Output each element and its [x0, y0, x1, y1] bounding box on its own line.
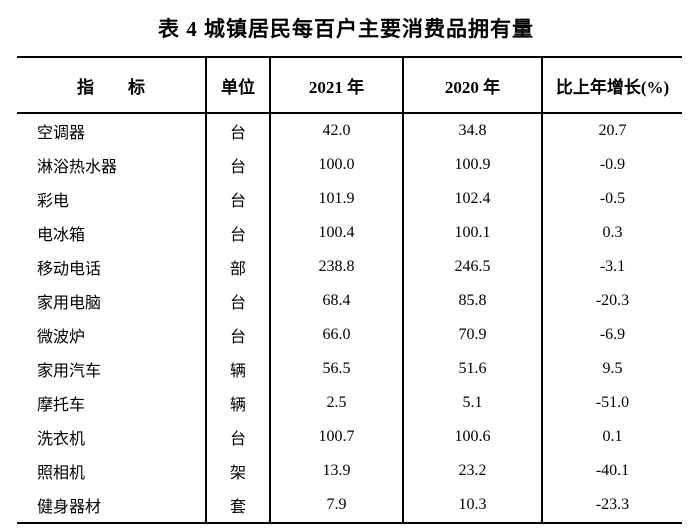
header-indicator: 指 标 — [17, 57, 206, 114]
indicator-cell: 照相机 — [37, 465, 86, 482]
value-2021-cell: 238.8 — [269, 250, 403, 284]
value-2020-cell: 85.8 — [402, 284, 542, 318]
unit-cell: 辆 — [205, 386, 270, 420]
value-2021-cell: 2.5 — [269, 386, 403, 420]
value-2021-cell: 100.4 — [269, 216, 403, 250]
table-row: 移动电话 部 238.8 246.5 -3.1 — [17, 250, 682, 284]
value-2020-cell: 23.2 — [402, 454, 542, 488]
unit-cell: 部 — [205, 250, 270, 284]
table-row: 摩托车 辆 2.5 5.1 -51.0 — [17, 386, 682, 420]
unit-cell: 台 — [205, 148, 270, 182]
indicator-cell: 电冰箱 — [37, 227, 86, 244]
growth-cell: -40.1 — [541, 454, 682, 488]
growth-cell: 0.3 — [541, 216, 682, 250]
indicator-cell: 微波炉 — [37, 329, 86, 346]
indicator-cell: 移动电话 — [37, 261, 102, 278]
table-row: 电冰箱 台 100.4 100.1 0.3 — [17, 216, 682, 250]
indicator-cell: 家用汽车 — [37, 363, 102, 380]
growth-cell: 0.1 — [541, 420, 682, 454]
value-2021-cell: 100.0 — [269, 148, 403, 182]
value-2021-cell: 56.5 — [269, 352, 403, 386]
consumer-goods-table: 指 标 单位 2021 年 2020 年 比上年增长(%) 空调器 台 42.0… — [17, 56, 682, 524]
unit-cell: 台 — [205, 182, 270, 216]
unit-cell: 套 — [205, 488, 270, 523]
value-2020-cell: 10.3 — [402, 488, 542, 523]
growth-cell: -0.9 — [541, 148, 682, 182]
value-2020-cell: 100.6 — [402, 420, 542, 454]
indicator-cell: 淋浴热水器 — [37, 159, 118, 176]
header-2021: 2021 年 — [269, 57, 403, 114]
growth-cell: 9.5 — [541, 352, 682, 386]
value-2021-cell: 66.0 — [269, 318, 403, 352]
table-row: 照相机 架 13.9 23.2 -40.1 — [17, 454, 682, 488]
indicator-cell: 彩电 — [37, 193, 70, 210]
value-2021-cell: 42.0 — [269, 113, 403, 148]
table-row: 空调器 台 42.0 34.8 20.7 — [17, 113, 682, 148]
table-row: 洗衣机 台 100.7 100.6 0.1 — [17, 420, 682, 454]
unit-cell: 台 — [205, 420, 270, 454]
table-row: 家用汽车 辆 56.5 51.6 9.5 — [17, 352, 682, 386]
indicator-cell: 洗衣机 — [37, 431, 86, 448]
table-title: 表 4 城镇居民每百户主要消费品拥有量 — [158, 17, 534, 41]
unit-cell: 台 — [205, 216, 270, 250]
value-2020-cell: 34.8 — [402, 113, 542, 148]
growth-cell: -3.1 — [541, 250, 682, 284]
indicator-cell: 健身器材 — [37, 499, 102, 516]
value-2020-cell: 5.1 — [402, 386, 542, 420]
value-2020-cell: 70.9 — [402, 318, 542, 352]
indicator-cell: 空调器 — [37, 125, 86, 142]
value-2020-cell: 100.9 — [402, 148, 542, 182]
growth-cell: 20.7 — [541, 113, 682, 148]
indicator-cell: 家用电脑 — [37, 295, 102, 312]
value-2021-cell: 13.9 — [269, 454, 403, 488]
unit-cell: 台 — [205, 318, 270, 352]
table-row: 淋浴热水器 台 100.0 100.9 -0.9 — [17, 148, 682, 182]
value-2021-cell: 101.9 — [269, 182, 403, 216]
unit-cell: 台 — [205, 113, 270, 148]
value-2020-cell: 246.5 — [402, 250, 542, 284]
header-row: 指 标 单位 2021 年 2020 年 比上年增长(%) — [17, 57, 682, 114]
indicator-cell: 摩托车 — [37, 397, 86, 414]
value-2021-cell: 68.4 — [269, 284, 403, 318]
unit-cell: 辆 — [205, 352, 270, 386]
unit-cell: 台 — [205, 284, 270, 318]
table-row: 彩电 台 101.9 102.4 -0.5 — [17, 182, 682, 216]
growth-cell: -51.0 — [541, 386, 682, 420]
growth-cell: -20.3 — [541, 284, 682, 318]
growth-cell: -0.5 — [541, 182, 682, 216]
table-row: 家用电脑 台 68.4 85.8 -20.3 — [17, 284, 682, 318]
value-2021-cell: 7.9 — [269, 488, 403, 523]
table-row: 健身器材 套 7.9 10.3 -23.3 — [17, 488, 682, 523]
growth-cell: -6.9 — [541, 318, 682, 352]
header-2020: 2020 年 — [402, 57, 542, 114]
table-row: 微波炉 台 66.0 70.9 -6.9 — [17, 318, 682, 352]
header-unit: 单位 — [205, 57, 270, 114]
value-2021-cell: 100.7 — [269, 420, 403, 454]
growth-cell: -23.3 — [541, 488, 682, 523]
unit-cell: 架 — [205, 454, 270, 488]
header-growth: 比上年增长(%) — [541, 57, 682, 114]
value-2020-cell: 51.6 — [402, 352, 542, 386]
value-2020-cell: 102.4 — [402, 182, 542, 216]
value-2020-cell: 100.1 — [402, 216, 542, 250]
